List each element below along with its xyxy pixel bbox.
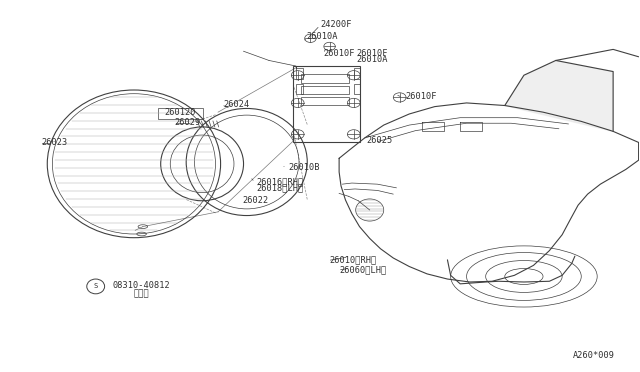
Text: A260*009: A260*009 — [573, 350, 615, 360]
Text: （６）: （６） — [134, 290, 150, 299]
Text: 26024: 26024 — [223, 100, 250, 109]
Text: 26010F: 26010F — [405, 92, 437, 101]
Bar — [296, 84, 303, 94]
Text: 24200F: 24200F — [320, 20, 351, 29]
Text: 26010〈RH〉: 26010〈RH〉 — [329, 255, 376, 264]
Bar — [354, 68, 360, 79]
Text: S: S — [93, 283, 98, 289]
Text: 26010A: 26010A — [356, 55, 388, 64]
Bar — [157, 109, 204, 119]
Bar — [301, 97, 349, 105]
Text: 26023: 26023 — [41, 138, 67, 147]
Text: 26029: 26029 — [175, 118, 201, 127]
Text: 26016〈RH〉: 26016〈RH〉 — [256, 177, 303, 186]
Text: 260120: 260120 — [164, 108, 195, 118]
Text: 26010A: 26010A — [306, 32, 337, 41]
Text: 26022: 26022 — [243, 196, 269, 205]
Text: 26010F: 26010F — [356, 49, 388, 58]
Text: 26060〈LH〉: 26060〈LH〉 — [339, 265, 387, 274]
Text: 26010F: 26010F — [323, 49, 355, 58]
Polygon shape — [505, 61, 613, 131]
Bar — [296, 68, 303, 79]
Text: 08310-40812: 08310-40812 — [113, 281, 171, 290]
Bar — [354, 84, 360, 94]
Bar — [293, 66, 360, 142]
Bar — [301, 74, 349, 83]
Bar — [301, 86, 349, 94]
Text: 26018〈LH〉: 26018〈LH〉 — [256, 184, 303, 193]
Text: 26010B: 26010B — [288, 163, 319, 172]
Text: 26025: 26025 — [366, 137, 392, 145]
